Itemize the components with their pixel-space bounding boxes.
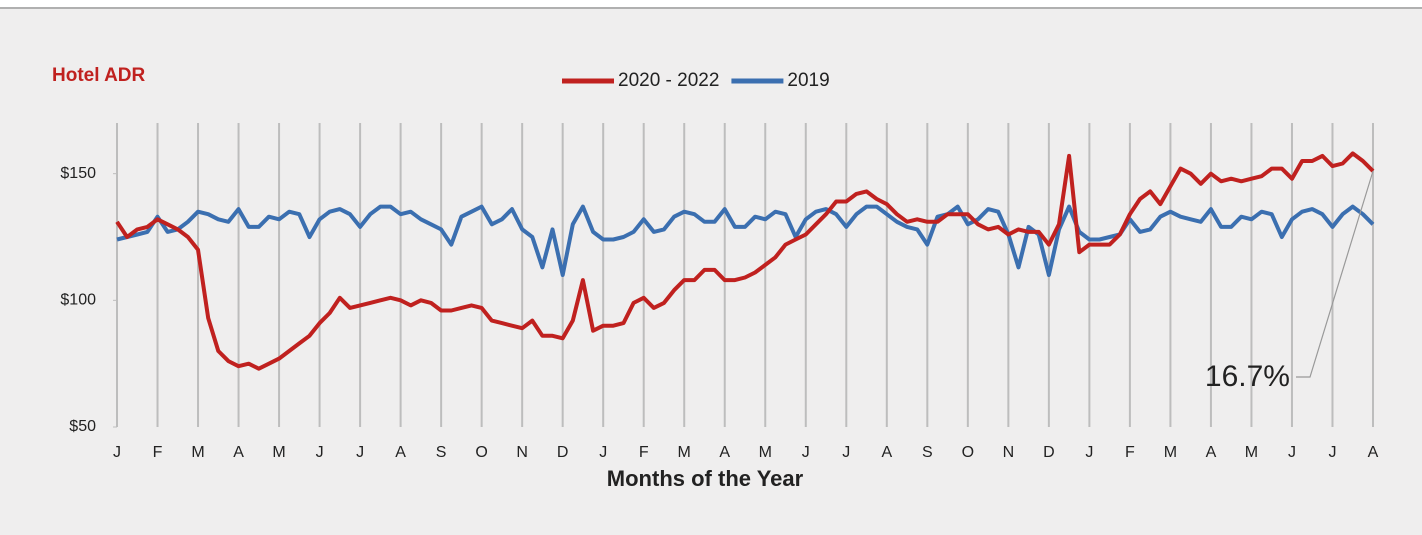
x-tick-label: M	[1245, 444, 1258, 461]
x-tick-label: J	[356, 444, 364, 461]
x-tick-label: A	[1206, 444, 1217, 461]
x-tick-label: D	[557, 444, 569, 461]
y-tick-label: $100	[60, 292, 96, 309]
x-tick-label: F	[639, 444, 649, 461]
y-tick-label: $50	[69, 418, 96, 435]
x-tick-label: F	[153, 444, 163, 461]
x-tick-label: A	[395, 444, 406, 461]
x-tick-label: J	[599, 444, 607, 461]
x-tick-label: A	[719, 444, 730, 461]
x-tick-label: J	[1288, 444, 1296, 461]
x-tick-label: F	[1125, 444, 1135, 461]
legend-label: 2019	[787, 70, 829, 91]
y-tick-label: $150	[60, 165, 96, 182]
x-tick-label: A	[233, 444, 244, 461]
legend-label: 2020 - 2022	[618, 70, 719, 91]
x-tick-label: S	[436, 444, 447, 461]
x-tick-label: M	[1164, 444, 1177, 461]
x-tick-label: J	[1085, 444, 1093, 461]
x-tick-label: M	[759, 444, 772, 461]
x-tick-label: O	[475, 444, 487, 461]
x-tick-label: N	[516, 444, 528, 461]
chart-title: Hotel ADR	[52, 65, 146, 86]
x-tick-label: S	[922, 444, 933, 461]
x-tick-label: M	[191, 444, 204, 461]
x-tick-label: A	[1368, 444, 1379, 461]
annotation-leader	[1296, 170, 1374, 378]
x-tick-label: D	[1043, 444, 1055, 461]
x-tick-label: M	[272, 444, 285, 461]
x-tick-label: J	[1328, 444, 1336, 461]
annotation: 16.7%	[1205, 360, 1290, 393]
series-line	[116, 204, 1375, 277]
series-line	[115, 151, 1375, 371]
x-tick-label: J	[842, 444, 850, 461]
x-tick-label: A	[881, 444, 892, 461]
x-tick-label: M	[678, 444, 691, 461]
x-tick-label: J	[802, 444, 810, 461]
x-tick-label: N	[1003, 444, 1015, 461]
x-axis-title: Months of the Year	[607, 466, 804, 491]
x-tick-label: J	[113, 444, 121, 461]
x-tick-label: O	[962, 444, 974, 461]
x-tick-label: J	[316, 444, 324, 461]
